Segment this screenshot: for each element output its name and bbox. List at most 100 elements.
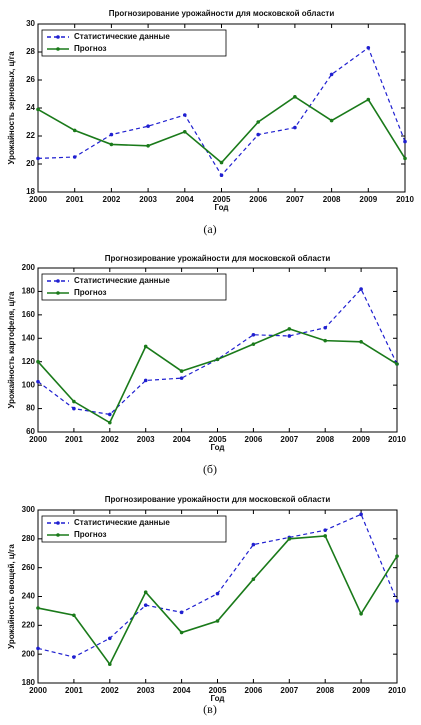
- y-tick-label: 18: [26, 187, 35, 196]
- legend-label: Прогноз: [74, 44, 106, 53]
- chart-title: Прогнозирование урожайности для московск…: [105, 495, 331, 504]
- data-point: [359, 287, 363, 291]
- x-tick-label: 2005: [213, 195, 231, 204]
- y-tick-label: 280: [22, 534, 36, 543]
- series-line: [37, 535, 398, 666]
- x-tick-label: 2002: [103, 195, 121, 204]
- plot-frame: [37, 267, 398, 433]
- data-point: [36, 359, 40, 364]
- y-tick-label: 26: [26, 75, 35, 84]
- data-point: [256, 132, 261, 137]
- x-tick-label: 2009: [359, 195, 377, 204]
- x-tick-label: 2004: [176, 195, 194, 204]
- data-point: [323, 528, 328, 532]
- data-point: [366, 97, 371, 102]
- series-line: [37, 288, 398, 416]
- data-point: [215, 357, 220, 362]
- data-point: [146, 144, 150, 148]
- x-tick-label: 2008: [323, 195, 341, 204]
- y-tick-label: 22: [26, 131, 35, 140]
- x-tick-label: 2000: [29, 435, 47, 444]
- data-point: [36, 379, 40, 384]
- data-point: [146, 124, 150, 128]
- x-axis-label: Год: [211, 694, 225, 703]
- data-point: [287, 327, 292, 331]
- x-tick-label: 2006: [245, 686, 263, 695]
- x-tick-label: 2009: [352, 435, 370, 444]
- data-point: [219, 173, 224, 177]
- legend-marker: [56, 521, 60, 525]
- legend-marker: [56, 47, 60, 51]
- y-tick-label: 300: [22, 505, 36, 514]
- data-point: [251, 342, 256, 346]
- y-axis-label: Урожайность овощей, ц/га: [7, 544, 16, 649]
- legend-label: Статистические данные: [74, 32, 170, 41]
- data-point: [395, 362, 399, 366]
- data-point: [179, 369, 184, 373]
- x-tick-label: 2001: [65, 686, 83, 695]
- data-point: [215, 591, 220, 596]
- y-tick-label: 20: [26, 159, 35, 168]
- data-point: [108, 662, 112, 667]
- data-point: [72, 613, 76, 618]
- x-tick-label: 2000: [29, 686, 47, 695]
- legend-box: [41, 29, 227, 57]
- plot-frame: [37, 509, 398, 684]
- x-tick-label: 2010: [388, 435, 406, 444]
- data-point: [108, 636, 112, 641]
- data-point: [143, 344, 148, 349]
- x-tick-label: 2002: [101, 435, 119, 444]
- data-point: [179, 610, 184, 615]
- data-point: [36, 606, 40, 610]
- data-point: [108, 420, 112, 425]
- data-point: [183, 113, 187, 117]
- x-tick-label: 2000: [29, 195, 47, 204]
- y-tick-label: 80: [26, 404, 35, 413]
- data-point: [293, 95, 297, 99]
- data-point: [179, 376, 184, 380]
- data-point: [395, 599, 399, 603]
- data-point: [109, 132, 114, 137]
- chart-title: Прогнозирование урожайности для московск…: [109, 9, 335, 18]
- data-point: [108, 412, 112, 417]
- legend-box: [41, 515, 227, 543]
- data-point: [395, 554, 399, 558]
- x-tick-label: 2006: [245, 435, 263, 444]
- data-point: [403, 156, 407, 161]
- x-tick-label: 2007: [286, 195, 304, 204]
- y-axis-label: Урожайность картофеля, ц/га: [7, 291, 16, 409]
- data-point: [72, 399, 76, 404]
- data-point: [219, 160, 224, 165]
- x-tick-label: 2005: [209, 686, 227, 695]
- y-tick-label: 220: [22, 620, 36, 629]
- x-tick-label: 2001: [66, 195, 84, 204]
- y-tick-label: 28: [26, 47, 35, 56]
- y-tick-label: 140: [22, 333, 36, 342]
- legend-marker: [56, 291, 60, 295]
- caption: (в): [203, 702, 217, 716]
- legend-label: Статистические данные: [74, 276, 170, 285]
- data-point: [215, 619, 220, 623]
- data-point: [183, 130, 187, 134]
- y-tick-label: 30: [26, 19, 35, 28]
- data-point: [287, 537, 292, 541]
- data-point: [143, 590, 148, 594]
- data-point: [329, 118, 334, 123]
- data-point: [72, 655, 76, 659]
- legend-box: [41, 273, 227, 301]
- caption: (а): [203, 222, 216, 236]
- x-tick-label: 2008: [316, 686, 334, 695]
- chart-title: Прогнозирование урожайности для московск…: [105, 254, 331, 263]
- y-tick-label: 260: [22, 563, 36, 572]
- legend-label: Статистические данные: [74, 518, 170, 527]
- y-tick-label: 60: [26, 427, 35, 436]
- data-point: [36, 107, 40, 112]
- y-tick-label: 180: [22, 287, 36, 296]
- y-tick-label: 120: [22, 357, 36, 366]
- y-tick-label: 160: [22, 310, 36, 319]
- x-tick-label: 2007: [280, 435, 298, 444]
- data-point: [256, 120, 261, 124]
- x-tick-label: 2008: [316, 435, 334, 444]
- x-tick-label: 2004: [173, 435, 191, 444]
